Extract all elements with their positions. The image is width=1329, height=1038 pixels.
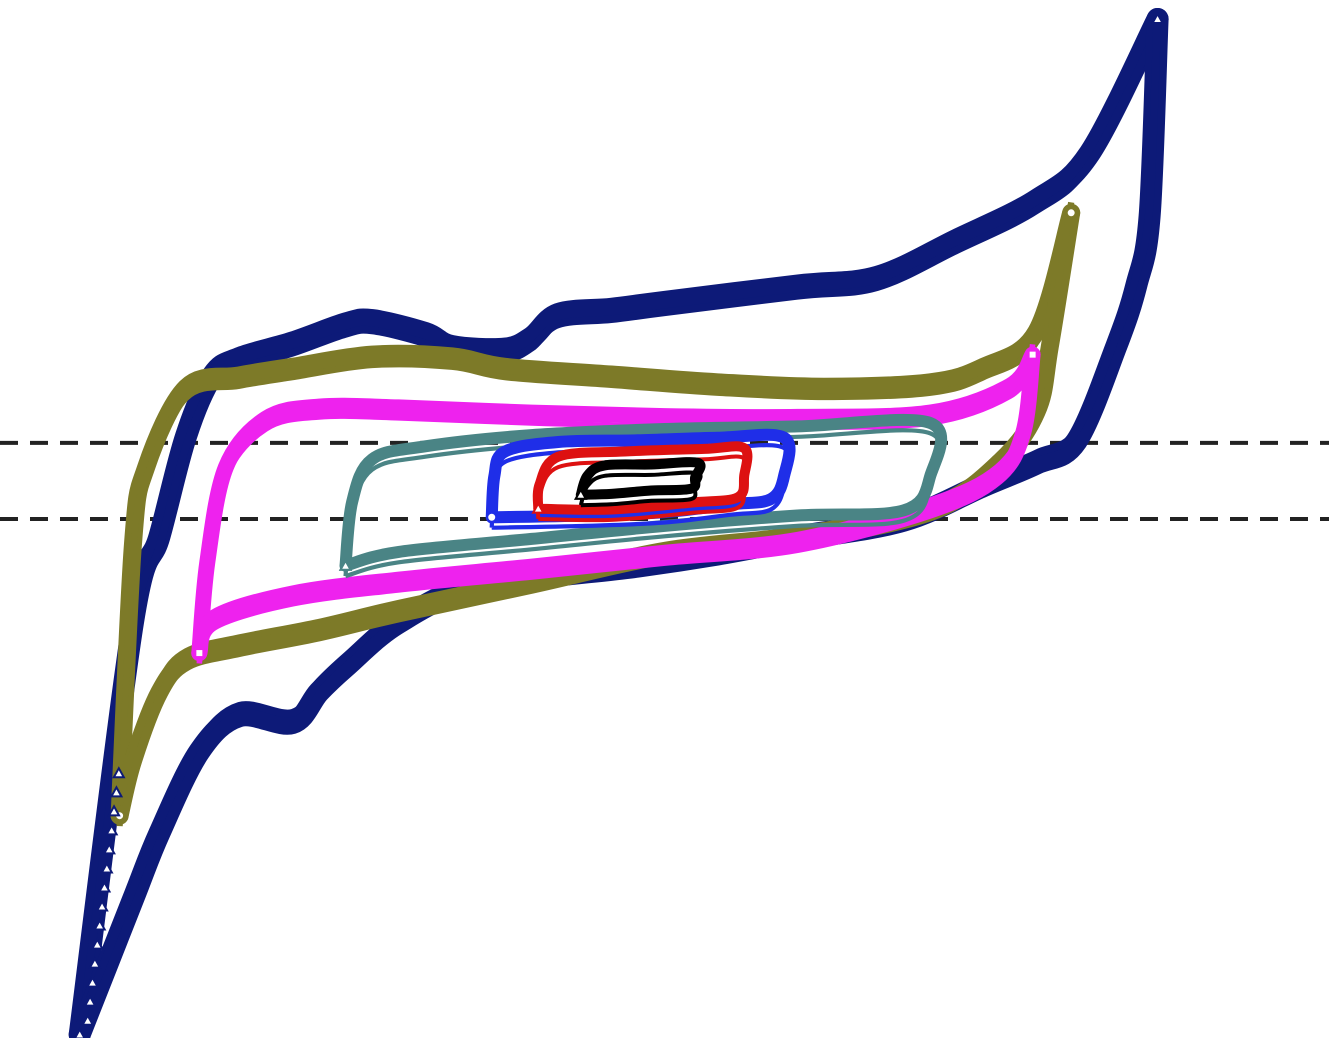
series-4-cycle-trace-1 [343,428,944,579]
series-1-column-marker-11 [104,823,119,836]
series-2-cycle-trace-1 [116,222,1075,827]
series-3-branch-1 [191,346,1041,662]
series-6-marker-1-2 [531,501,545,514]
series-1-column-marker-8 [97,880,112,893]
series-1-column-marker-13 [109,785,124,798]
series-1-column-marker-10 [102,842,116,855]
series-layer [68,8,1169,1038]
series-1-column-marker-14 [112,766,126,779]
series-1-column-marker-7 [95,899,109,912]
series-4-branch-1 [339,413,948,572]
series-2-branch-1 [110,203,1081,825]
series-1-column-marker-2 [83,994,97,1007]
series-3-marker-2-1 [1027,349,1038,360]
series-5-marker-1-2 [486,511,498,523]
series-7-branch-1 [575,457,706,500]
series-3-branch-2 [191,346,1041,662]
series-7 [574,457,706,508]
series-4 [338,413,948,579]
series-6-cycle-trace-1 [535,454,750,523]
series-1-column-marker-9 [100,861,114,874]
series-1-marker-column [81,766,126,1026]
series-5 [485,428,796,530]
series-6 [531,441,753,523]
series-1-marker-2-1 [1150,11,1165,25]
series-1-marker-2-2 [73,1027,86,1038]
series-1-column-marker-5 [90,937,104,950]
series-3-marker-2-2 [194,648,205,659]
series-4-marker-1-2 [338,558,353,571]
series-6-branch-1 [532,441,753,515]
series-2-marker-2-1 [1065,207,1077,219]
series-5-cycle-trace-1 [489,443,792,530]
series-7-marker-1-2 [574,487,588,500]
series-1-column-marker-1 [81,1013,95,1026]
series-3-cycle-trace-2 [196,343,1036,644]
series-1-column-marker-3 [85,975,100,988]
series-7-cycle-trace-1 [578,470,703,508]
series-5-branch-1 [485,428,796,524]
series-1-column-marker-6 [92,918,107,931]
series-1-column-marker-4 [88,956,102,969]
series-1-column-marker-12 [107,804,121,817]
